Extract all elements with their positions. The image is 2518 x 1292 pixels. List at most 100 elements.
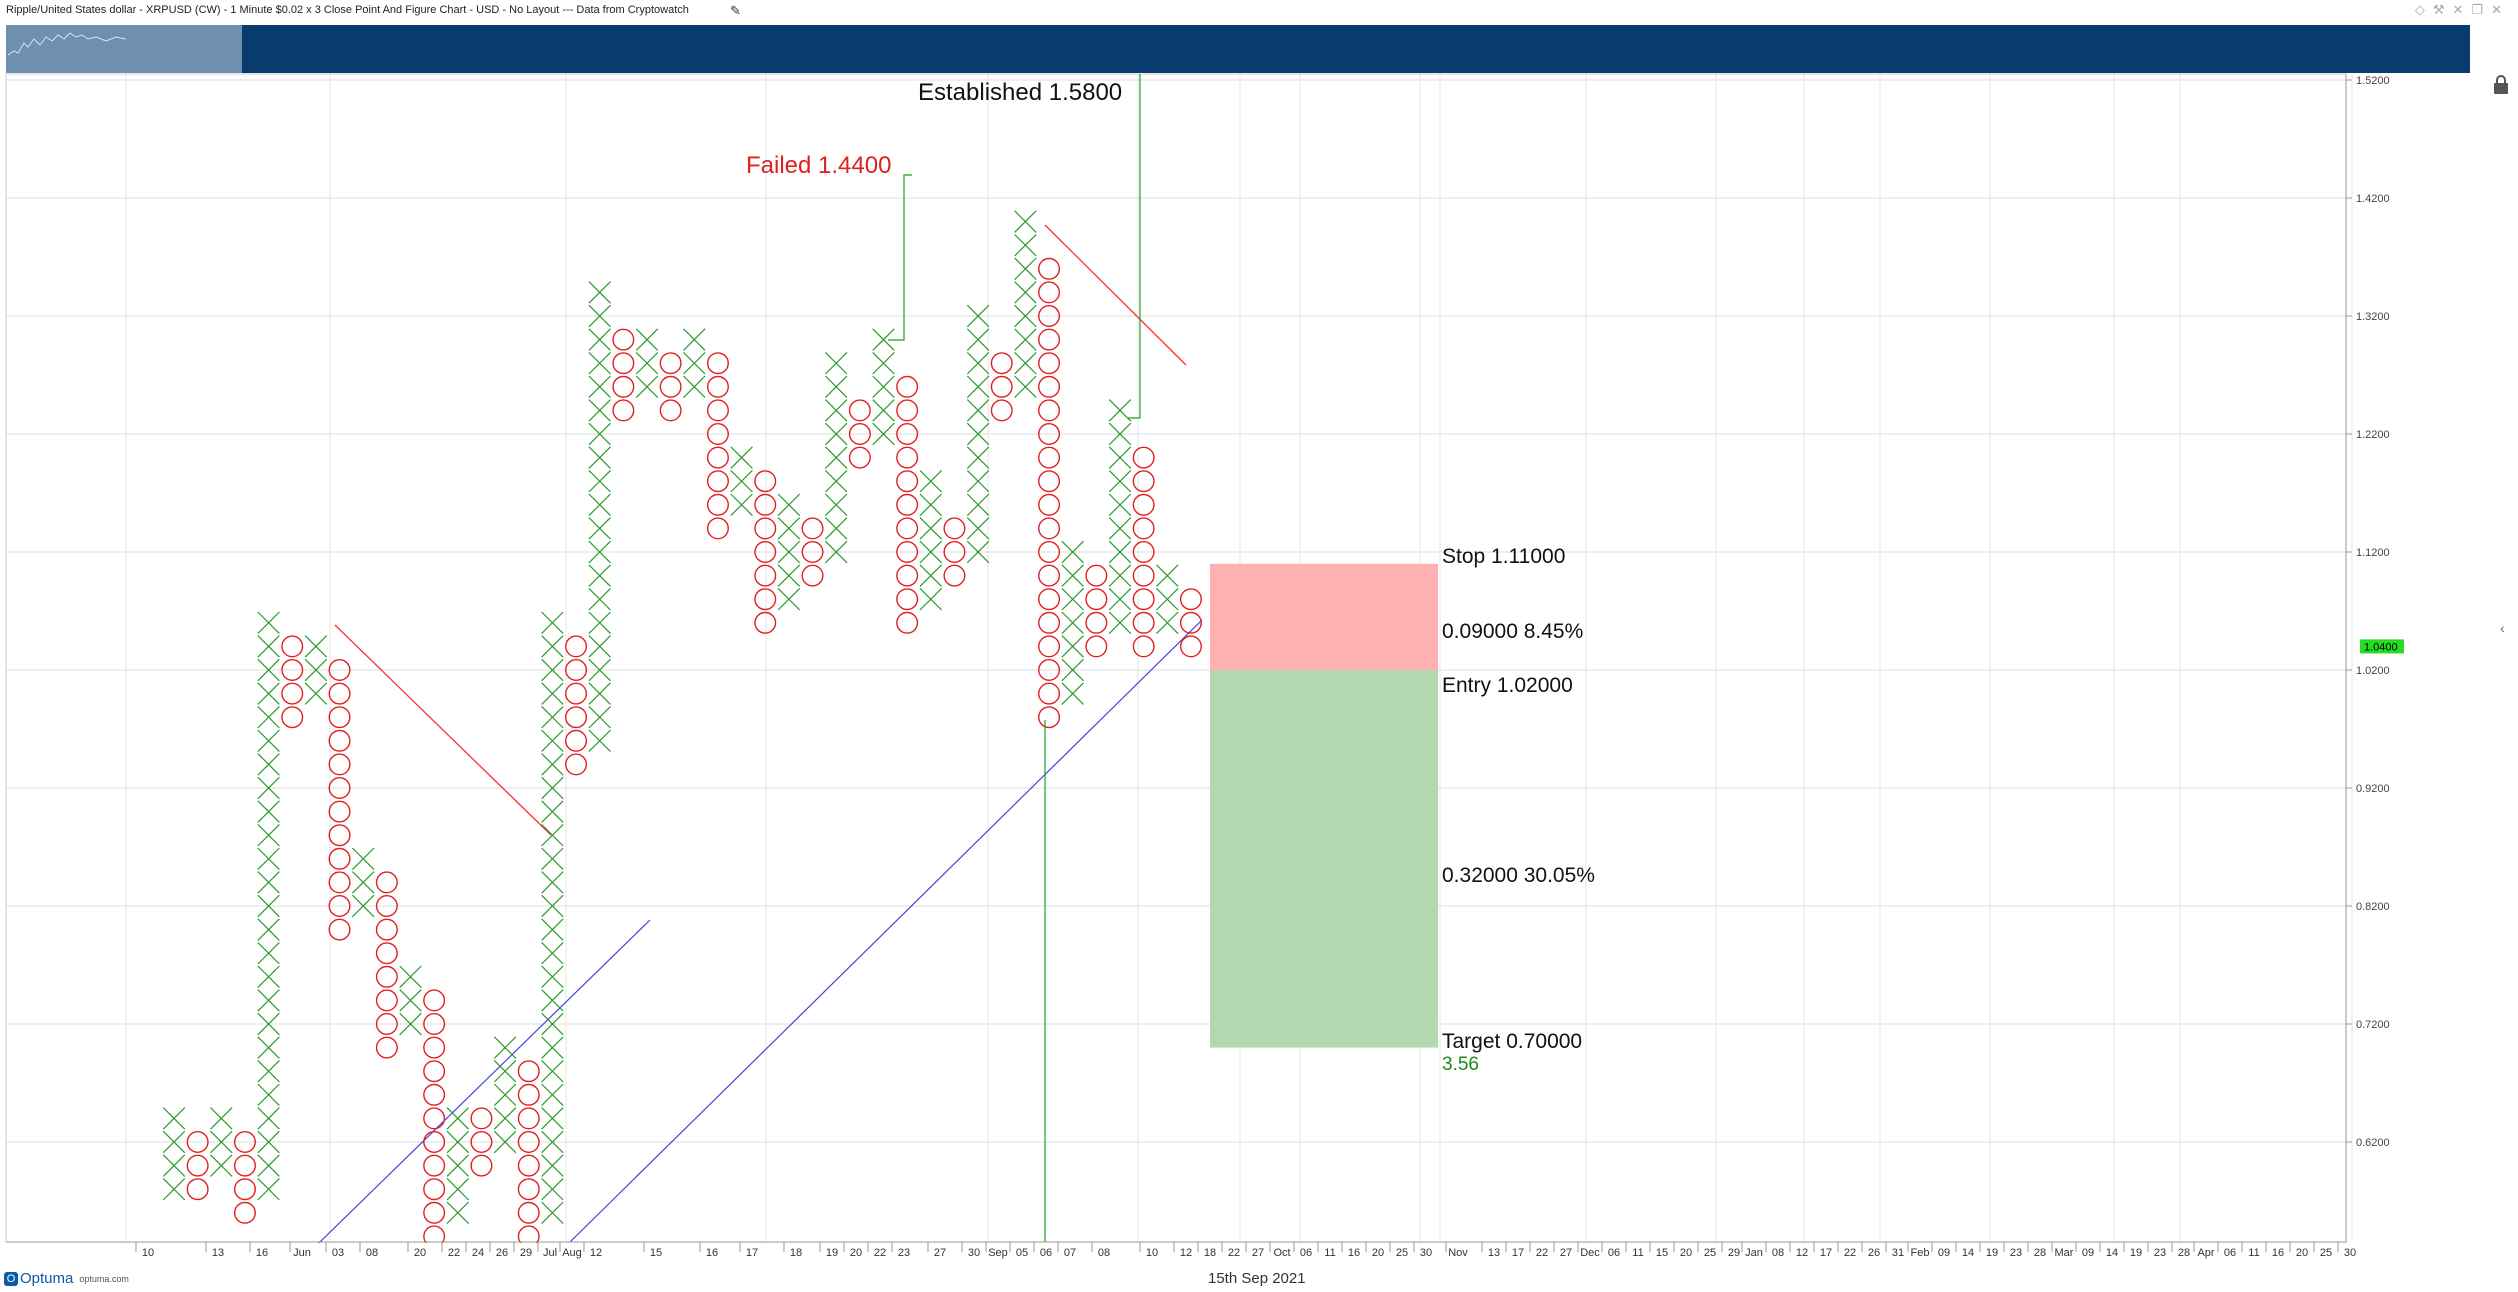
x-tick-label: 05 [1016,1247,1028,1259]
x-box [588,446,611,469]
o-box [896,611,919,634]
o-box [1038,423,1061,446]
o-box [375,965,398,988]
x-tick-label: Aug [562,1247,582,1259]
x-box [351,894,375,918]
x-box [541,1107,564,1130]
x-box [541,729,564,753]
x-box [257,823,280,847]
x-box [966,540,990,564]
o-box [1179,635,1202,658]
x-box [541,800,564,823]
x-box [824,540,848,564]
x-box [1061,682,1084,705]
x-box [257,1130,280,1154]
x-tick-label: 20 [850,1247,862,1259]
stop-label: Stop 1.11000 [1442,545,1565,568]
x-box [541,1130,564,1154]
x-box [446,1177,470,1201]
x-tick-label: Nov [1448,1247,1468,1259]
o-box [990,352,1013,375]
x-box [541,1201,564,1225]
stop-zone [1210,563,1438,670]
x-tick-label: 07 [1064,1247,1076,1259]
y-tick-label: 1.4200 [2356,193,2390,205]
o-box [754,611,777,634]
x-tick-label: Apr [2197,1247,2214,1259]
x-tick-label: 29 [1728,1247,1740,1259]
downtrend-line-1 [334,624,552,836]
x-tick-label: 17 [1820,1247,1832,1259]
sparkline-icon [7,32,127,56]
navigator-bar[interactable] [6,25,2470,73]
o-box [896,493,919,516]
o-box [848,446,871,469]
x-box [541,989,564,1012]
o-box [848,399,871,422]
x-tick-label: 23 [898,1247,910,1259]
x-tick-label: 23 [2010,1247,2022,1259]
o-box [517,1107,540,1130]
x-box [872,375,895,399]
x-box [1108,469,1132,493]
o-box [612,328,635,351]
o-box [612,399,635,422]
x-box [257,1083,280,1107]
x-tick-label: Dec [1580,1247,1600,1259]
o-box [1132,611,1155,634]
x-tick-label: 20 [414,1247,426,1259]
x-box [257,1107,280,1130]
o-box [1038,682,1061,705]
o-box [612,375,635,398]
x-box [541,847,564,871]
o-box [848,423,871,446]
o-box [754,588,777,611]
o-box [375,1013,398,1036]
navigator-thumb[interactable] [6,25,242,73]
x-box [1108,564,1132,587]
window-controls[interactable]: ◇⚒✕❐✕ [2414,2,2510,17]
o-box [1038,352,1061,375]
x-box [966,469,990,493]
failed-label: Failed 1.4400 [746,152,891,179]
x-tick-label: 17 [746,1247,758,1259]
o-box [1132,446,1155,469]
o-box [896,446,919,469]
x-tick-label: 16 [256,1247,268,1259]
y-tick-label: 0.9200 [2356,783,2390,795]
o-box [375,989,398,1012]
x-tick-label: 30 [1420,1247,1432,1259]
lock-icon[interactable] [2490,74,2512,96]
o-box [1038,706,1061,729]
x-box [257,611,280,635]
x-box [257,871,280,894]
x-box [1156,611,1179,635]
o-box [896,517,919,540]
x-box [588,351,611,375]
status-bar [0,1266,2518,1292]
y-tick-label: 1.0200 [2356,665,2390,677]
o-box [328,800,351,823]
o-box [281,659,304,682]
x-box [1156,564,1179,587]
chevron-left-icon[interactable]: ‹ [2500,620,2505,636]
o-box [706,375,729,398]
x-box [162,1130,186,1154]
x-tick-label: 11 [1324,1247,1335,1259]
x-tick-label: 24 [472,1247,484,1259]
o-box [423,1060,446,1083]
x-box [257,800,280,823]
o-box [1132,541,1155,564]
x-box [966,493,990,517]
o-box [706,517,729,540]
entry-label: Entry 1.02000 [1442,674,1573,697]
o-box [565,753,588,776]
x-box [730,469,753,493]
x-tick-label: 29 [520,1247,532,1259]
x-box [162,1154,186,1177]
x-tick-label: 31 [1892,1247,1904,1259]
pencil-icon[interactable]: ✎ [730,3,741,18]
x-box [777,564,801,587]
downtrend-line-2 [1044,224,1187,366]
